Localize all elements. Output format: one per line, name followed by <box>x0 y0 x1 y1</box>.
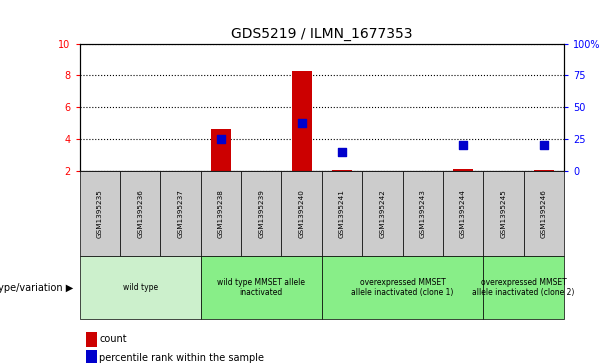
FancyBboxPatch shape <box>80 171 120 256</box>
Text: overexpressed MMSET
allele inactivated (clone 1): overexpressed MMSET allele inactivated (… <box>351 278 454 297</box>
FancyBboxPatch shape <box>443 171 483 256</box>
Text: wild type: wild type <box>123 283 158 292</box>
FancyBboxPatch shape <box>483 256 564 319</box>
Text: GSM1395244: GSM1395244 <box>460 189 466 238</box>
FancyBboxPatch shape <box>281 171 322 256</box>
Bar <box>534 170 554 171</box>
FancyBboxPatch shape <box>322 256 483 319</box>
Text: count: count <box>99 334 127 344</box>
FancyBboxPatch shape <box>483 171 524 256</box>
FancyBboxPatch shape <box>403 171 443 256</box>
Text: GSM1395235: GSM1395235 <box>97 189 103 238</box>
FancyBboxPatch shape <box>80 256 201 319</box>
FancyBboxPatch shape <box>201 256 322 319</box>
Text: overexpressed MMSET
allele inactivated (clone 2): overexpressed MMSET allele inactivated (… <box>473 278 575 297</box>
Text: genotype/variation ▶: genotype/variation ▶ <box>0 283 74 293</box>
Point <box>297 120 306 126</box>
FancyBboxPatch shape <box>120 171 161 256</box>
Point <box>539 142 549 148</box>
Text: GSM1395246: GSM1395246 <box>541 189 547 238</box>
Text: GSM1395243: GSM1395243 <box>420 189 425 238</box>
Text: GSM1395239: GSM1395239 <box>258 189 264 238</box>
Text: GSM1395245: GSM1395245 <box>500 189 506 238</box>
FancyBboxPatch shape <box>241 171 281 256</box>
Point <box>216 136 226 142</box>
FancyBboxPatch shape <box>322 171 362 256</box>
Point <box>458 142 468 148</box>
Point <box>337 149 347 155</box>
Bar <box>292 70 312 171</box>
Text: GSM1395240: GSM1395240 <box>299 189 305 238</box>
Bar <box>453 169 473 171</box>
Title: GDS5219 / ILMN_1677353: GDS5219 / ILMN_1677353 <box>231 27 413 41</box>
Text: GSM1395236: GSM1395236 <box>137 189 143 238</box>
Text: GSM1395241: GSM1395241 <box>339 189 345 238</box>
Text: percentile rank within the sample: percentile rank within the sample <box>99 352 264 363</box>
FancyBboxPatch shape <box>362 171 403 256</box>
FancyBboxPatch shape <box>524 171 564 256</box>
Text: wild type MMSET allele
inactivated: wild type MMSET allele inactivated <box>217 278 305 297</box>
Text: GSM1395237: GSM1395237 <box>178 189 183 238</box>
FancyBboxPatch shape <box>161 171 201 256</box>
Text: GSM1395238: GSM1395238 <box>218 189 224 238</box>
FancyBboxPatch shape <box>201 171 241 256</box>
Text: GSM1395242: GSM1395242 <box>379 189 386 238</box>
Bar <box>332 170 352 171</box>
Bar <box>211 129 231 171</box>
